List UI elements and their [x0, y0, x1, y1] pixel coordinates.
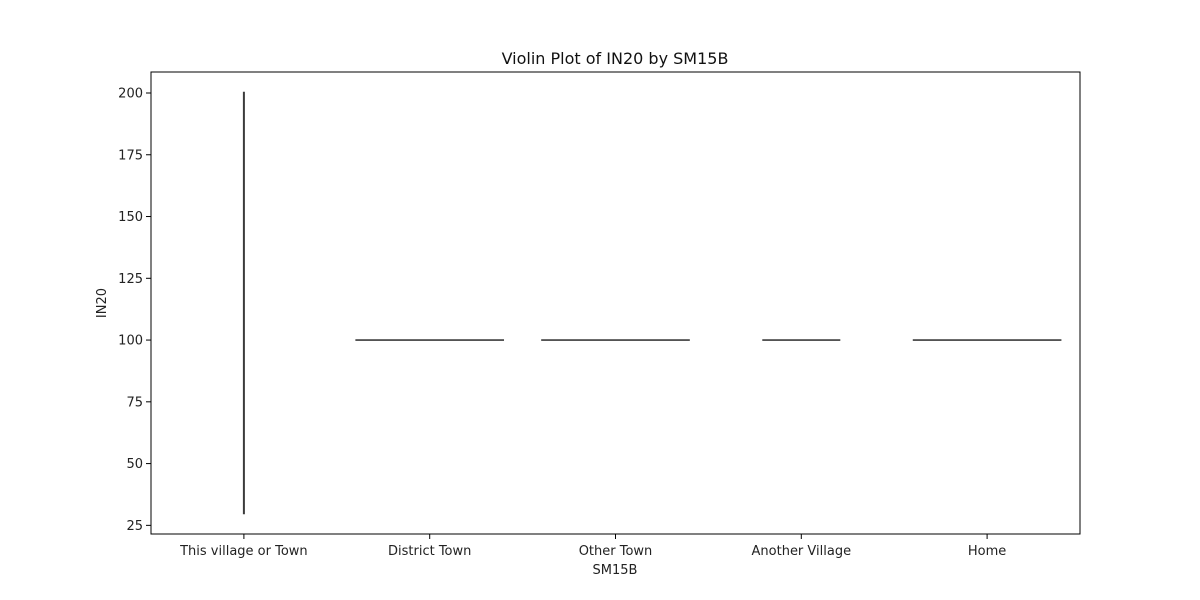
y-tick-label: 175: [118, 148, 143, 163]
y-axis-label: IN20: [95, 288, 110, 318]
y-tick-label: 150: [118, 210, 143, 225]
plot-frame: [150, 71, 1081, 535]
x-tick-label: Other Town: [579, 544, 653, 559]
x-tick-label: District Town: [388, 544, 471, 559]
y-tick-label: 125: [118, 272, 143, 287]
y-tick-label: 75: [126, 395, 143, 410]
chart-title: Violin Plot of IN20 by SM15B: [502, 49, 729, 68]
x-axis-label: SM15B: [593, 563, 638, 578]
y-tick-label: 200: [118, 87, 143, 102]
violins: [242, 91, 1062, 515]
y-tick-label: 25: [126, 519, 143, 534]
y-tick-label: 100: [118, 334, 143, 349]
y-axis: 25 50 75 100 125 150 175 200: [118, 87, 151, 534]
x-tick-label: This village or Town: [179, 544, 308, 559]
x-tick-label: Home: [968, 544, 1006, 559]
y-tick-label: 50: [126, 457, 143, 472]
x-tick-label: Another Village: [752, 544, 852, 559]
x-axis: This village or Town District Town Other T…: [179, 534, 1006, 559]
